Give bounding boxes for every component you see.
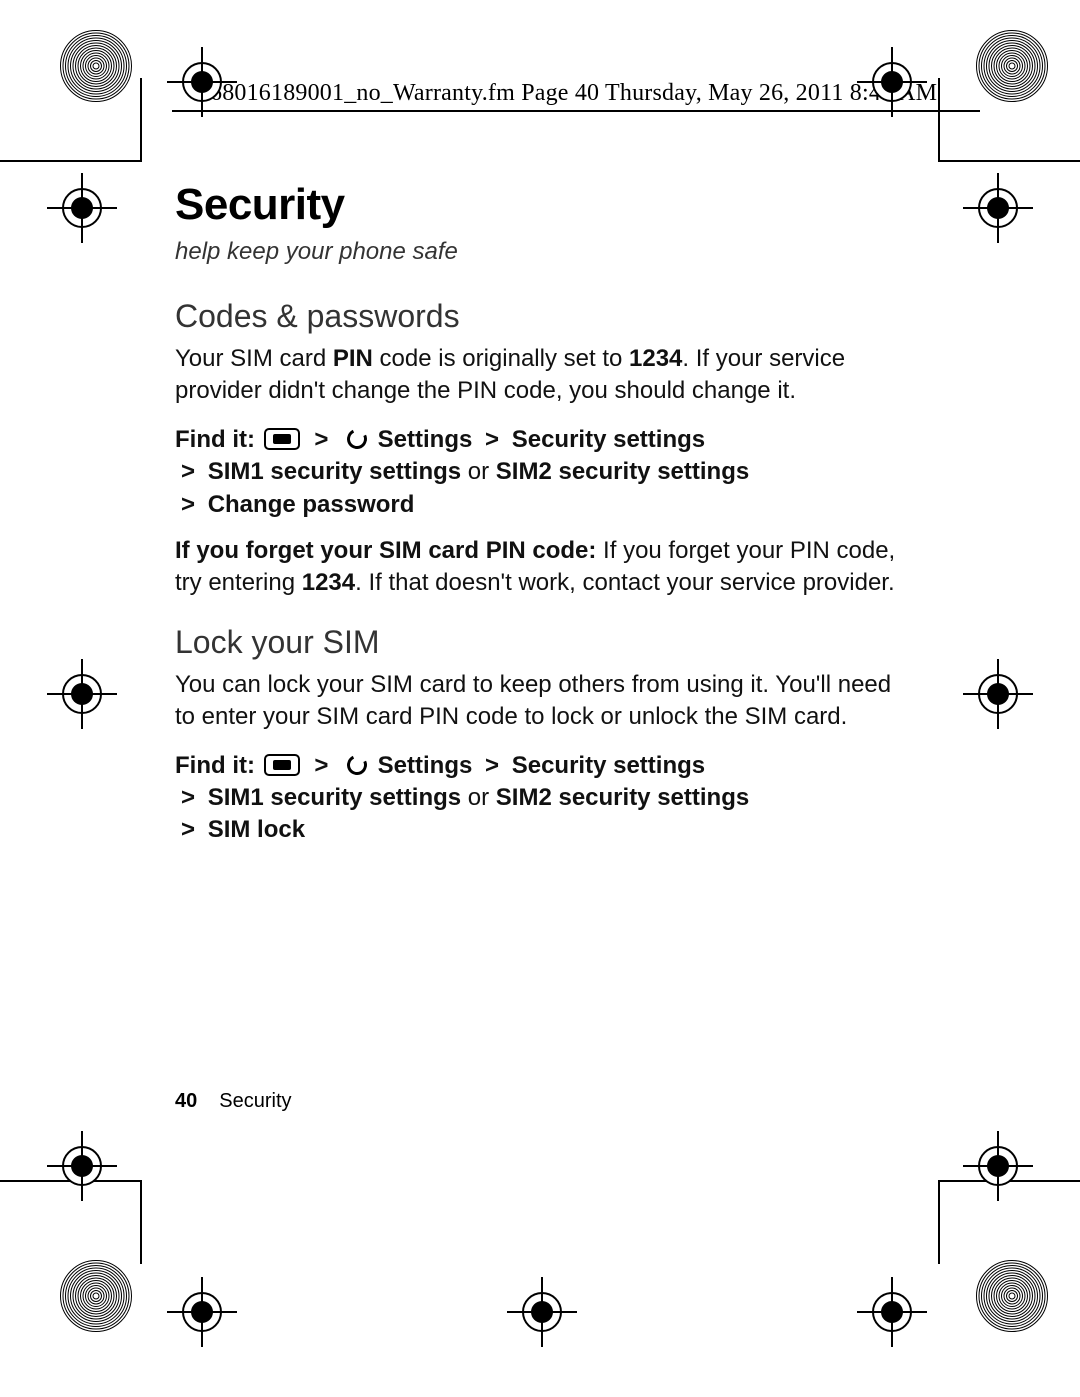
registration-mark-icon bbox=[976, 1144, 1020, 1188]
settings-ring-icon bbox=[344, 426, 370, 452]
codes-find-it-path: Find it: > Settings > Security settings … bbox=[175, 424, 915, 521]
header-filename: 68016189001_no_Warranty.fm Page 40 Thurs… bbox=[210, 80, 937, 107]
settings-ring-icon bbox=[344, 752, 370, 778]
spiral-mark-icon bbox=[60, 30, 132, 102]
registration-mark-icon bbox=[976, 672, 1020, 716]
lock-find-it-path: Find it: > Settings > Security settings … bbox=[175, 750, 915, 847]
registration-mark-icon bbox=[870, 60, 914, 104]
footer-section-name: Security bbox=[219, 1090, 291, 1112]
section-heading-lock: Lock your SIM bbox=[175, 624, 915, 661]
registration-mark-icon bbox=[60, 1144, 104, 1188]
spiral-mark-icon bbox=[60, 1260, 132, 1332]
menu-key-icon bbox=[264, 754, 300, 776]
registration-mark-icon bbox=[976, 186, 1020, 230]
lock-intro: You can lock your SIM card to keep other… bbox=[175, 669, 915, 734]
registration-mark-icon bbox=[870, 1290, 914, 1334]
menu-key-icon bbox=[264, 428, 300, 450]
registration-mark-icon bbox=[520, 1290, 564, 1334]
registration-mark-icon bbox=[180, 1290, 224, 1334]
page-content: Security help keep your phone safe Codes… bbox=[175, 180, 915, 861]
spiral-mark-icon bbox=[976, 1260, 1048, 1332]
header-rule bbox=[172, 110, 980, 112]
crop-line bbox=[940, 160, 1080, 162]
crop-line bbox=[140, 1180, 142, 1264]
footer: 40 Security bbox=[175, 1090, 292, 1113]
codes-forget: If you forget your SIM card PIN code: If… bbox=[175, 535, 915, 600]
footer-page-number: 40 bbox=[175, 1090, 197, 1112]
page-subtitle: help keep your phone safe bbox=[175, 238, 915, 266]
section-heading-codes: Codes & passwords bbox=[175, 298, 915, 335]
registration-mark-icon bbox=[60, 186, 104, 230]
registration-mark-icon bbox=[60, 672, 104, 716]
spiral-mark-icon bbox=[976, 30, 1048, 102]
registration-mark-icon bbox=[180, 60, 224, 104]
page-title: Security bbox=[175, 180, 915, 230]
crop-line bbox=[0, 160, 140, 162]
crop-line bbox=[938, 78, 940, 162]
codes-intro: Your SIM card PIN code is originally set… bbox=[175, 343, 915, 408]
crop-line bbox=[140, 78, 142, 162]
crop-line bbox=[938, 1180, 940, 1264]
